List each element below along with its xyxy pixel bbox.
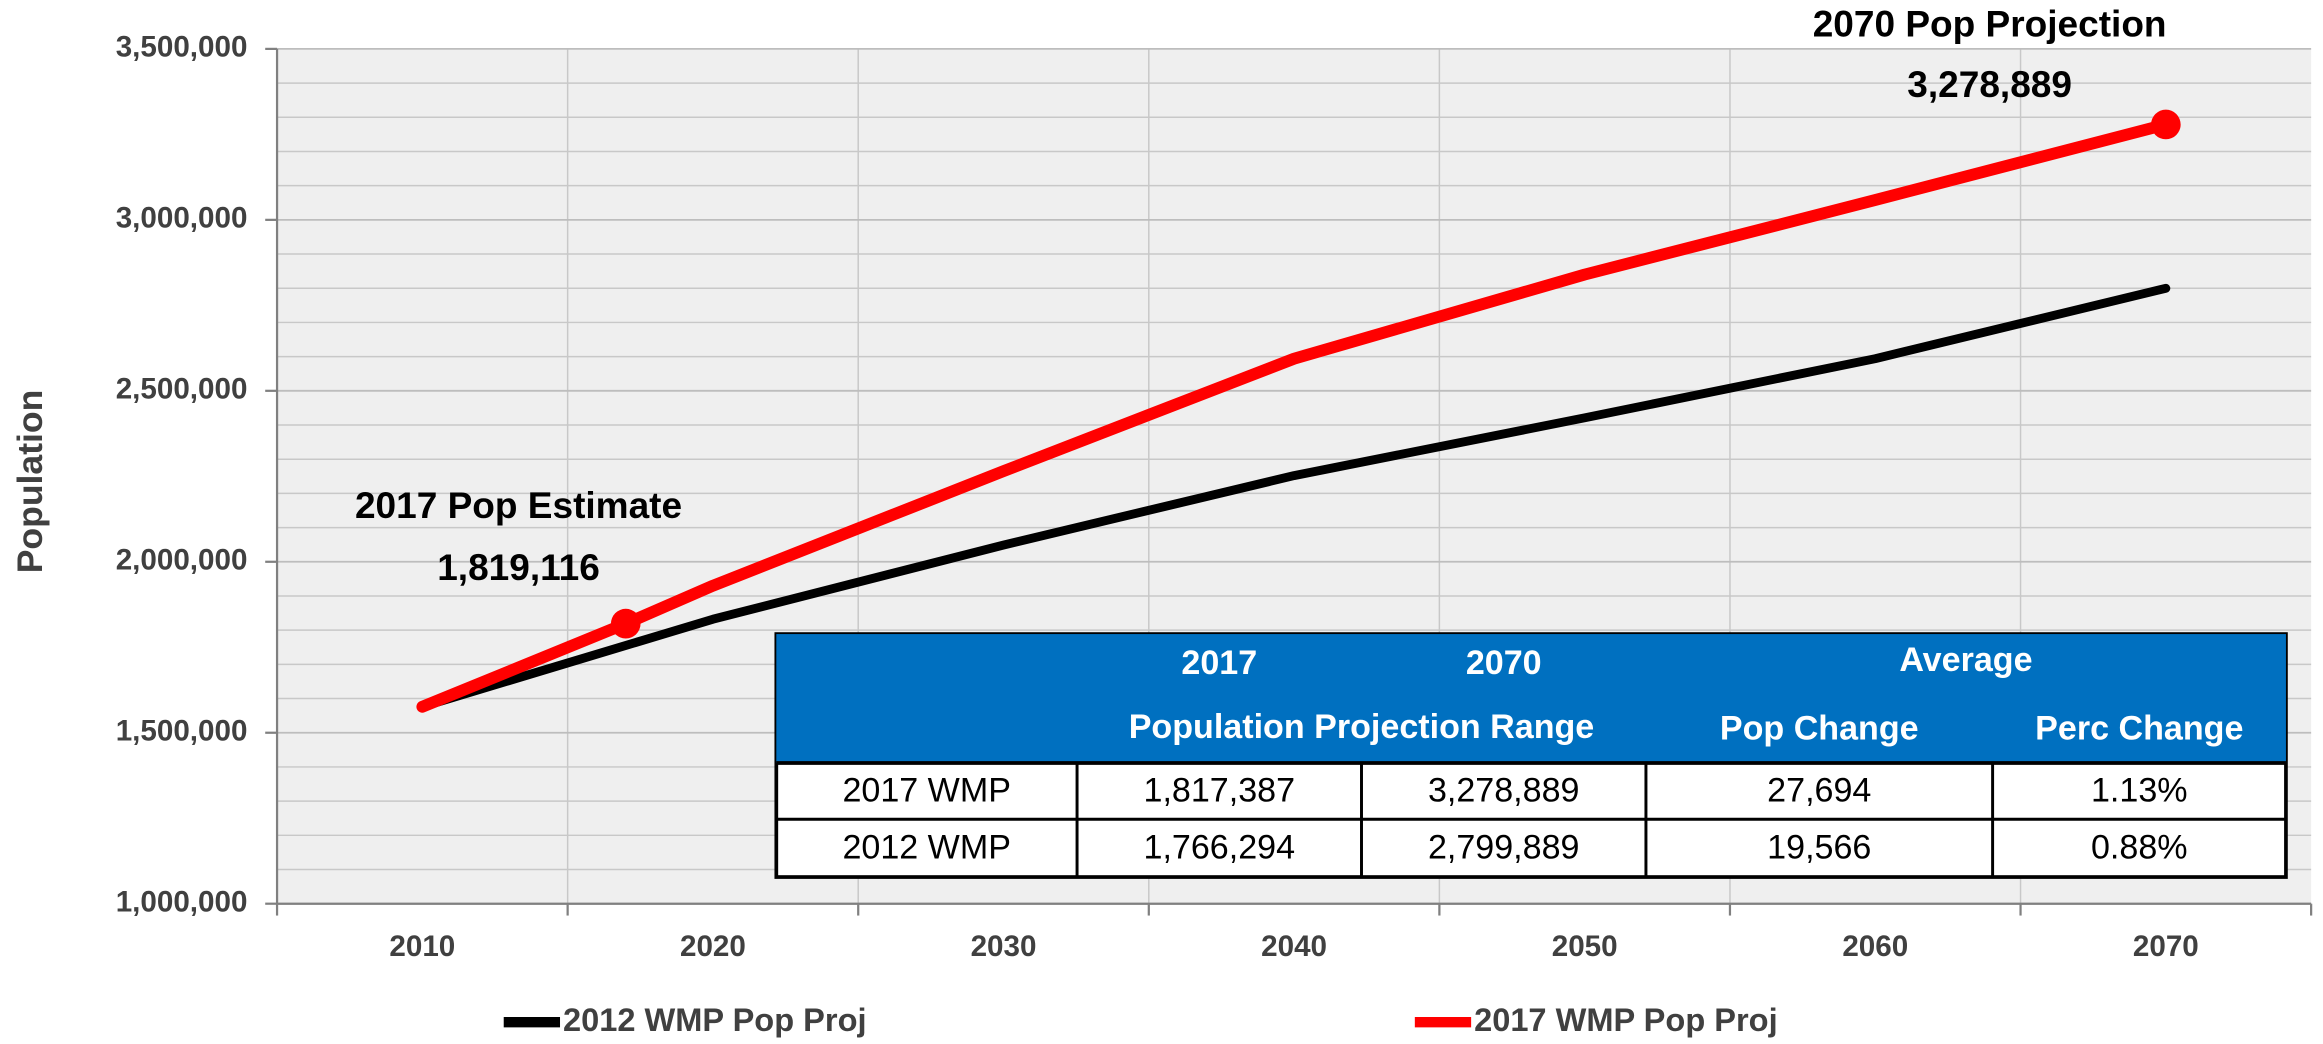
table-cell: 19,566 <box>1767 829 1871 867</box>
highlight-point <box>610 608 641 639</box>
table-cell: 1.13% <box>2091 772 2188 810</box>
y-tick-label: 3,500,000 <box>116 31 248 64</box>
table-header-cell: 2017 <box>1181 644 1257 682</box>
table-cell: 3,278,889 <box>1428 772 1580 810</box>
table-cell: 1,817,387 <box>1144 772 1296 810</box>
table-header-cell: Pop Change <box>1720 709 1919 747</box>
table-header <box>776 634 2286 763</box>
annotation-title: 2017 Pop Estimate <box>355 484 682 526</box>
table-header-cell: Perc Change <box>2035 709 2243 747</box>
legend-label: 2012 WMP Pop Proj <box>563 1001 867 1038</box>
table-cell: 2,799,889 <box>1428 829 1580 867</box>
x-tick-label: 2040 <box>1261 930 1327 963</box>
table-cell: 2017 WMP <box>842 772 1010 810</box>
annotation-value: 1,819,116 <box>437 546 600 588</box>
series-line <box>416 118 2172 713</box>
table-cell: 0.88% <box>2091 829 2188 867</box>
y-tick-label: 1,500,000 <box>116 715 248 748</box>
series-line <box>417 283 2171 712</box>
y-tick-label: 3,000,000 <box>116 202 248 235</box>
table-cell: 1,766,294 <box>1144 829 1296 867</box>
x-tick-label: 2060 <box>1842 930 1908 963</box>
x-tick-label: 2030 <box>971 930 1037 963</box>
x-tick-label: 2050 <box>1552 930 1618 963</box>
legend-label: 2017 WMP Pop Proj <box>1474 1001 1778 1038</box>
table-cell: 2012 WMP <box>842 829 1010 867</box>
table-header-cell: 2070 <box>1466 644 1542 682</box>
table-header-cell: Average <box>1899 641 2032 679</box>
x-tick-label: 2020 <box>680 930 746 963</box>
annotation-value: 3,278,889 <box>1907 63 2072 105</box>
highlight-point <box>2151 109 2181 140</box>
y-tick-label: 2,500,000 <box>116 373 248 406</box>
y-tick-label: 1,000,000 <box>116 886 248 919</box>
x-tick-label: 2010 <box>389 930 455 963</box>
table-header-cell: Population Projection Range <box>1129 708 1595 746</box>
y-tick-label: 2,000,000 <box>116 544 248 577</box>
x-tick-label: 2070 <box>2133 930 2199 963</box>
y-axis-label: Population <box>10 390 50 574</box>
table-cell: 27,694 <box>1767 772 1871 810</box>
annotation-title: 2070 Pop Projection <box>1813 2 2167 44</box>
